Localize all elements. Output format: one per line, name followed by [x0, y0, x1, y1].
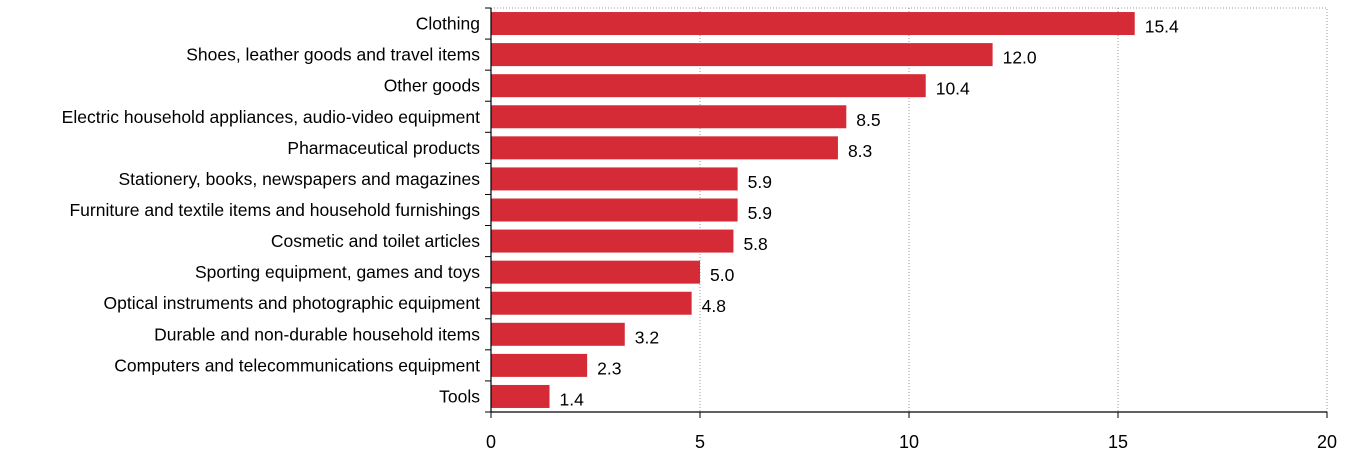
- x-tick-label: 10: [899, 432, 919, 452]
- category-label: Computers and telecommunications equipme…: [114, 355, 480, 375]
- value-label: 5.9: [748, 203, 772, 223]
- bar: [491, 291, 692, 315]
- bar: [491, 43, 993, 67]
- category-label: Furniture and textile items and househol…: [69, 200, 480, 220]
- value-label: 1.4: [560, 389, 585, 409]
- value-label: 12.0: [1003, 48, 1037, 68]
- value-label: 15.4: [1145, 17, 1179, 37]
- value-label: 3.2: [635, 327, 659, 347]
- value-label: 8.5: [856, 110, 880, 130]
- bar: [491, 322, 625, 346]
- value-label: 5.9: [748, 172, 772, 192]
- bar: [491, 12, 1135, 36]
- category-label: Stationery, books, newspapers and magazi…: [118, 169, 480, 189]
- category-label: Tools: [439, 386, 480, 406]
- value-label: 8.3: [848, 141, 872, 161]
- bar: [491, 260, 700, 284]
- category-label: Clothing: [416, 14, 480, 34]
- bars: [491, 12, 1135, 408]
- value-label: 10.4: [936, 79, 970, 99]
- bar: [491, 74, 926, 98]
- value-label: 5.8: [743, 234, 767, 254]
- bar: [491, 198, 738, 222]
- labels: Clothing 15.4 Shoes, leather goods and tra…: [62, 14, 1337, 452]
- value-label: 2.3: [597, 358, 621, 378]
- category-label: Durable and non-durable household items: [154, 324, 480, 344]
- category-label: Sporting equipment, games and toys: [195, 262, 480, 282]
- bar: [491, 229, 734, 253]
- category-label: Other goods: [384, 76, 481, 96]
- bar: [491, 384, 550, 408]
- bar: [491, 105, 847, 129]
- axes: [485, 7, 1328, 418]
- bar: [491, 167, 738, 191]
- category-label: Cosmetic and toilet articles: [271, 231, 480, 251]
- x-tick-label: 15: [1108, 432, 1128, 452]
- bar: [491, 353, 588, 377]
- value-label: 4.8: [702, 296, 726, 316]
- category-label: Pharmaceutical products: [287, 138, 480, 158]
- x-tick-label: 5: [695, 432, 705, 452]
- x-tick-label: 0: [486, 432, 496, 452]
- bar: [491, 136, 838, 160]
- category-label: Shoes, leather goods and travel items: [186, 45, 480, 65]
- x-tick-label: 20: [1317, 432, 1337, 452]
- category-label: Electric household appliances, audio-vid…: [62, 107, 480, 127]
- category-label: Optical instruments and photographic equ…: [104, 293, 481, 313]
- value-label: 5.0: [710, 265, 735, 285]
